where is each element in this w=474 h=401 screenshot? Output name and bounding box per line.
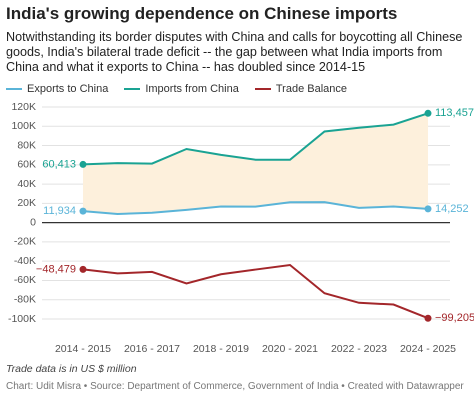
point: [79, 160, 87, 168]
value-label: 60,413: [42, 158, 76, 170]
legend: Exports to China Imports from China Trade …: [6, 83, 470, 95]
legend-label: Imports from China: [145, 83, 239, 95]
legend-swatch: [6, 88, 22, 90]
note: Trade data is in US $ million: [6, 363, 137, 375]
point: [424, 314, 432, 322]
y-tick-label: -40K: [14, 255, 36, 267]
x-tick-label: 2022 - 2023: [331, 343, 387, 355]
x-tick-label: 2018 - 2019: [193, 343, 249, 355]
point: [79, 207, 87, 215]
point: [424, 109, 432, 117]
value-label: 113,457: [435, 107, 474, 119]
x-tick-label: 2024 - 2025: [400, 343, 456, 355]
legend-swatch: [254, 88, 271, 90]
value-label: −48,479: [36, 263, 76, 275]
x-tick-label: 2020 - 2021: [262, 343, 318, 355]
value-label: −99,205: [435, 312, 474, 324]
y-tick-label: 100K: [11, 120, 36, 132]
chart-subtitle: Notwithstanding its border disputes with…: [6, 30, 463, 74]
header: India's growing dependence on Chinese im…: [6, 4, 470, 95]
legend-label: Trade Balance: [275, 83, 347, 95]
y-tick-label: -60K: [14, 274, 36, 286]
y-tick-label: -20K: [14, 236, 36, 248]
series-line: [82, 112, 429, 166]
value-label: 14,252: [435, 203, 469, 215]
x-tick-label: 2016 - 2017: [124, 343, 180, 355]
legend-label: Exports to China: [27, 83, 109, 95]
y-tick-label: -100K: [8, 313, 36, 325]
value-label: 11,934: [43, 205, 76, 217]
legend-item: Trade Balance: [254, 83, 347, 95]
source: Chart: Udit Misra • Source: Department o…: [6, 381, 464, 392]
x-tick-label: 2014 - 2015: [55, 343, 111, 355]
point: [79, 265, 87, 273]
chart-title: India's growing dependence on Chinese im…: [6, 4, 398, 23]
y-tick-label: -80K: [14, 294, 36, 306]
legend-item: Exports to China: [6, 83, 108, 95]
series-line: [82, 201, 429, 215]
series-line: [82, 263, 429, 320]
y-tick-label: 120K: [11, 101, 36, 113]
legend-item: Imports from China: [124, 83, 239, 95]
y-tick-label: 60K: [17, 159, 36, 171]
point: [424, 205, 432, 213]
y-tick-label: 20K: [17, 197, 36, 209]
y-tick-label: 40K: [17, 178, 36, 190]
y-tick-label: 0: [30, 216, 36, 228]
legend-swatch: [124, 88, 141, 90]
gap-area: [83, 113, 428, 214]
y-tick-label: 80K: [17, 139, 36, 151]
